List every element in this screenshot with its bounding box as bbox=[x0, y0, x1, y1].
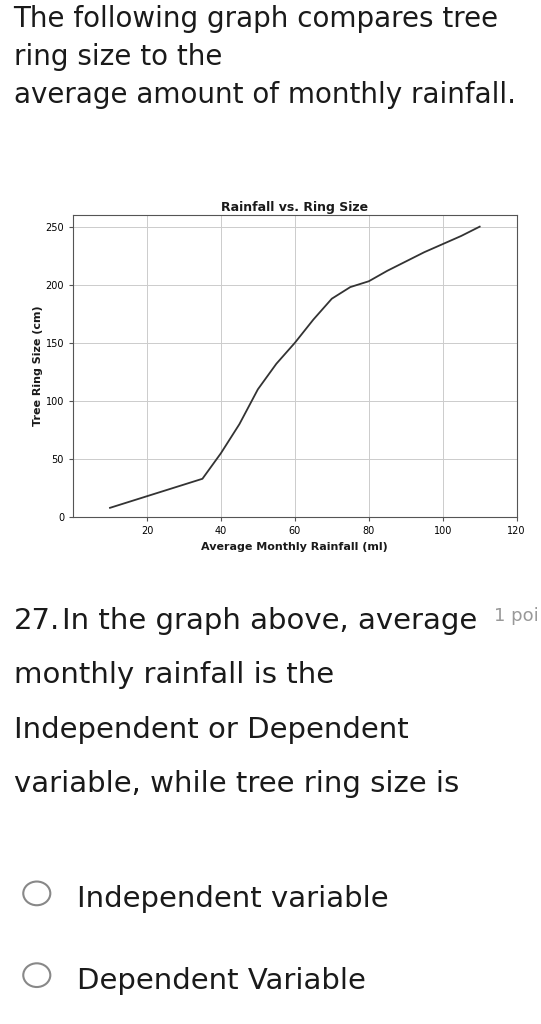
Text: Dependent Variable: Dependent Variable bbox=[77, 967, 366, 994]
Text: 27.: 27. bbox=[14, 607, 60, 635]
Text: In the graph above, average: In the graph above, average bbox=[62, 607, 478, 635]
Y-axis label: Tree Ring Size (cm): Tree Ring Size (cm) bbox=[32, 306, 43, 426]
Text: Independent variable: Independent variable bbox=[77, 885, 389, 912]
X-axis label: Average Monthly Rainfall (ml): Average Monthly Rainfall (ml) bbox=[201, 542, 388, 552]
Text: The following graph compares tree
ring size to the
average amount of monthly rai: The following graph compares tree ring s… bbox=[14, 5, 516, 109]
Text: 1 poi: 1 poi bbox=[493, 607, 538, 625]
Text: variable, while tree ring size is: variable, while tree ring size is bbox=[14, 770, 459, 799]
Text: Independent or Dependent: Independent or Dependent bbox=[14, 716, 408, 743]
Text: monthly rainfall is the: monthly rainfall is the bbox=[14, 662, 334, 689]
Title: Rainfall vs. Ring Size: Rainfall vs. Ring Size bbox=[221, 201, 368, 214]
